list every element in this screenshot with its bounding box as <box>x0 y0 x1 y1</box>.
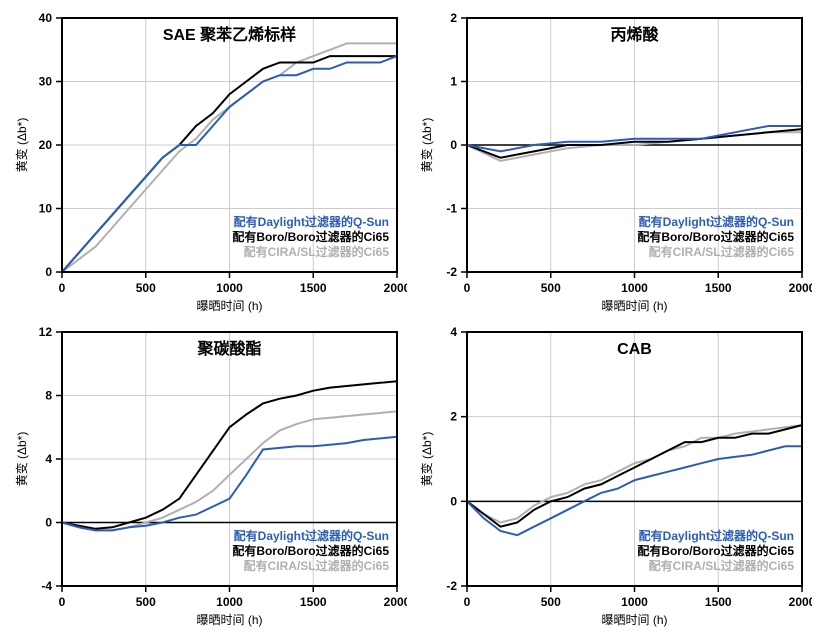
panel-acrylic: 0 500 1000 1500 2000 -2 -1 0 1 2 丙烯酸曝晒时间 (h) 黄变 (Δb… <box>413 8 812 316</box>
y-tick-label: -1 <box>446 202 457 216</box>
chart-grid: 0500100015002000010203040SAE 聚苯乙烯标样曝晒时间 … <box>0 0 820 638</box>
legend-qsun: 配有Daylight过滤器的Q-Sun <box>234 528 389 543</box>
y-tick-label: 1 <box>450 75 457 89</box>
y-tick-label: 0 <box>450 138 457 152</box>
y-axis-label: 黄变 (Δb*) <box>419 118 434 173</box>
x-tick-label: 1500 <box>300 595 327 609</box>
x-tick-label: 1000 <box>216 595 243 609</box>
panel-cab: 0 500 1000 1500 2000 -2 0 2 4 CAB 曝晒时间 (h) 黄变 (Δb*)… <box>413 322 812 630</box>
x-tick-label: 2000 <box>384 281 407 295</box>
panel-title: 丙烯酸 <box>610 25 659 44</box>
y-tick-label: 12 <box>39 325 53 339</box>
x-tick-label: 2000 <box>789 281 812 295</box>
y-tick-label: 8 <box>45 389 52 403</box>
x-tick-label: 1500 <box>705 281 732 295</box>
y-tick-label: 0 <box>45 516 52 530</box>
x-tick-label: 500 <box>136 595 156 609</box>
x-tick-label: 500 <box>541 595 561 609</box>
x-tick-label: 500 <box>541 281 561 295</box>
legend-ci65_cira: 配有CIRA/SL过滤器的Ci65 <box>649 244 795 259</box>
x-tick-label: 2000 <box>384 595 407 609</box>
y-tick-label: -4 <box>41 579 52 593</box>
chart-svg: 0 500 1000 1500 2000 -4 0 4 8 12 聚碳酸酯曝晒时间 (h) 黄变 (Δ… <box>8 322 407 630</box>
chart-svg: 0 500 1000 1500 2000 0 10 20 30 40 SAE 聚苯乙烯标样曝晒时间 … <box>8 8 407 316</box>
x-tick-label: 500 <box>136 281 156 295</box>
x-tick-label: 2000 <box>789 595 812 609</box>
chart-svg: 0 500 1000 1500 2000 -2 0 2 4 CAB 曝晒时间 (h) 黄变 (Δb*)… <box>413 322 812 630</box>
y-tick-label: 30 <box>39 75 53 89</box>
panel-polycarbonate: 0 500 1000 1500 2000 -4 0 4 8 12 聚碳酸酯曝晒时间 (h) 黄变 (Δ… <box>8 322 407 630</box>
legend-ci65_boro: 配有Boro/Boro过滤器的Ci65 <box>232 229 389 244</box>
chart-svg: 0 500 1000 1500 2000 -2 -1 0 1 2 丙烯酸曝晒时间 (h) 黄变 (Δb… <box>413 8 812 316</box>
y-tick-label: 0 <box>450 494 457 508</box>
y-tick-label: 40 <box>39 11 53 25</box>
panel-title: CAB <box>617 341 652 358</box>
y-tick-label: -2 <box>446 579 457 593</box>
x-axis-label: 曝晒时间 (h) <box>196 613 262 627</box>
y-tick-label: 4 <box>450 325 457 339</box>
x-tick-label: 1500 <box>300 281 327 295</box>
x-tick-label: 1000 <box>216 281 243 295</box>
x-tick-label: 1500 <box>705 595 732 609</box>
y-tick-label: -2 <box>446 265 457 279</box>
x-tick-label: 0 <box>59 595 66 609</box>
y-tick-label: 20 <box>39 138 53 152</box>
legend-ci65_cira: 配有CIRA/SL过滤器的Ci65 <box>244 244 390 259</box>
legend-ci65_cira: 配有CIRA/SL过滤器的Ci65 <box>244 558 390 573</box>
panel-title: 聚碳酸酯 <box>196 339 261 358</box>
legend-ci65_cira: 配有CIRA/SL过滤器的Ci65 <box>649 558 795 573</box>
legend-qsun: 配有Daylight过滤器的Q-Sun <box>234 214 389 229</box>
x-tick-label: 1000 <box>621 595 648 609</box>
y-tick-label: 10 <box>39 202 53 216</box>
y-tick-label: 4 <box>45 452 52 466</box>
y-axis-label: 黄变 (Δb*) <box>14 118 29 173</box>
x-axis-label: 曝晒时间 (h) <box>196 299 262 313</box>
y-tick-label: 2 <box>450 11 457 25</box>
x-tick-label: 0 <box>59 281 66 295</box>
legend-qsun: 配有Daylight过滤器的Q-Sun <box>639 214 794 229</box>
legend-ci65_boro: 配有Boro/Boro过滤器的Ci65 <box>637 543 794 558</box>
panel-title: SAE 聚苯乙烯标样 <box>163 25 296 44</box>
x-tick-label: 1000 <box>621 281 648 295</box>
y-tick-label: 2 <box>450 410 457 424</box>
x-tick-label: 0 <box>464 281 471 295</box>
x-tick-label: 0 <box>464 595 471 609</box>
legend-qsun: 配有Daylight过滤器的Q-Sun <box>639 528 794 543</box>
y-axis-label: 黄变 (Δb*) <box>14 432 29 487</box>
x-axis-label: 曝晒时间 (h) <box>601 613 667 627</box>
panel-sae: 0 500 1000 1500 2000 0 10 20 30 40 SAE 聚苯乙烯标样曝晒时间 … <box>8 8 407 316</box>
legend-ci65_boro: 配有Boro/Boro过滤器的Ci65 <box>637 229 794 244</box>
y-tick-label: 0 <box>45 265 52 279</box>
x-axis-label: 曝晒时间 (h) <box>601 299 667 313</box>
legend-ci65_boro: 配有Boro/Boro过滤器的Ci65 <box>232 543 389 558</box>
y-axis-label: 黄变 (Δb*) <box>419 432 434 487</box>
